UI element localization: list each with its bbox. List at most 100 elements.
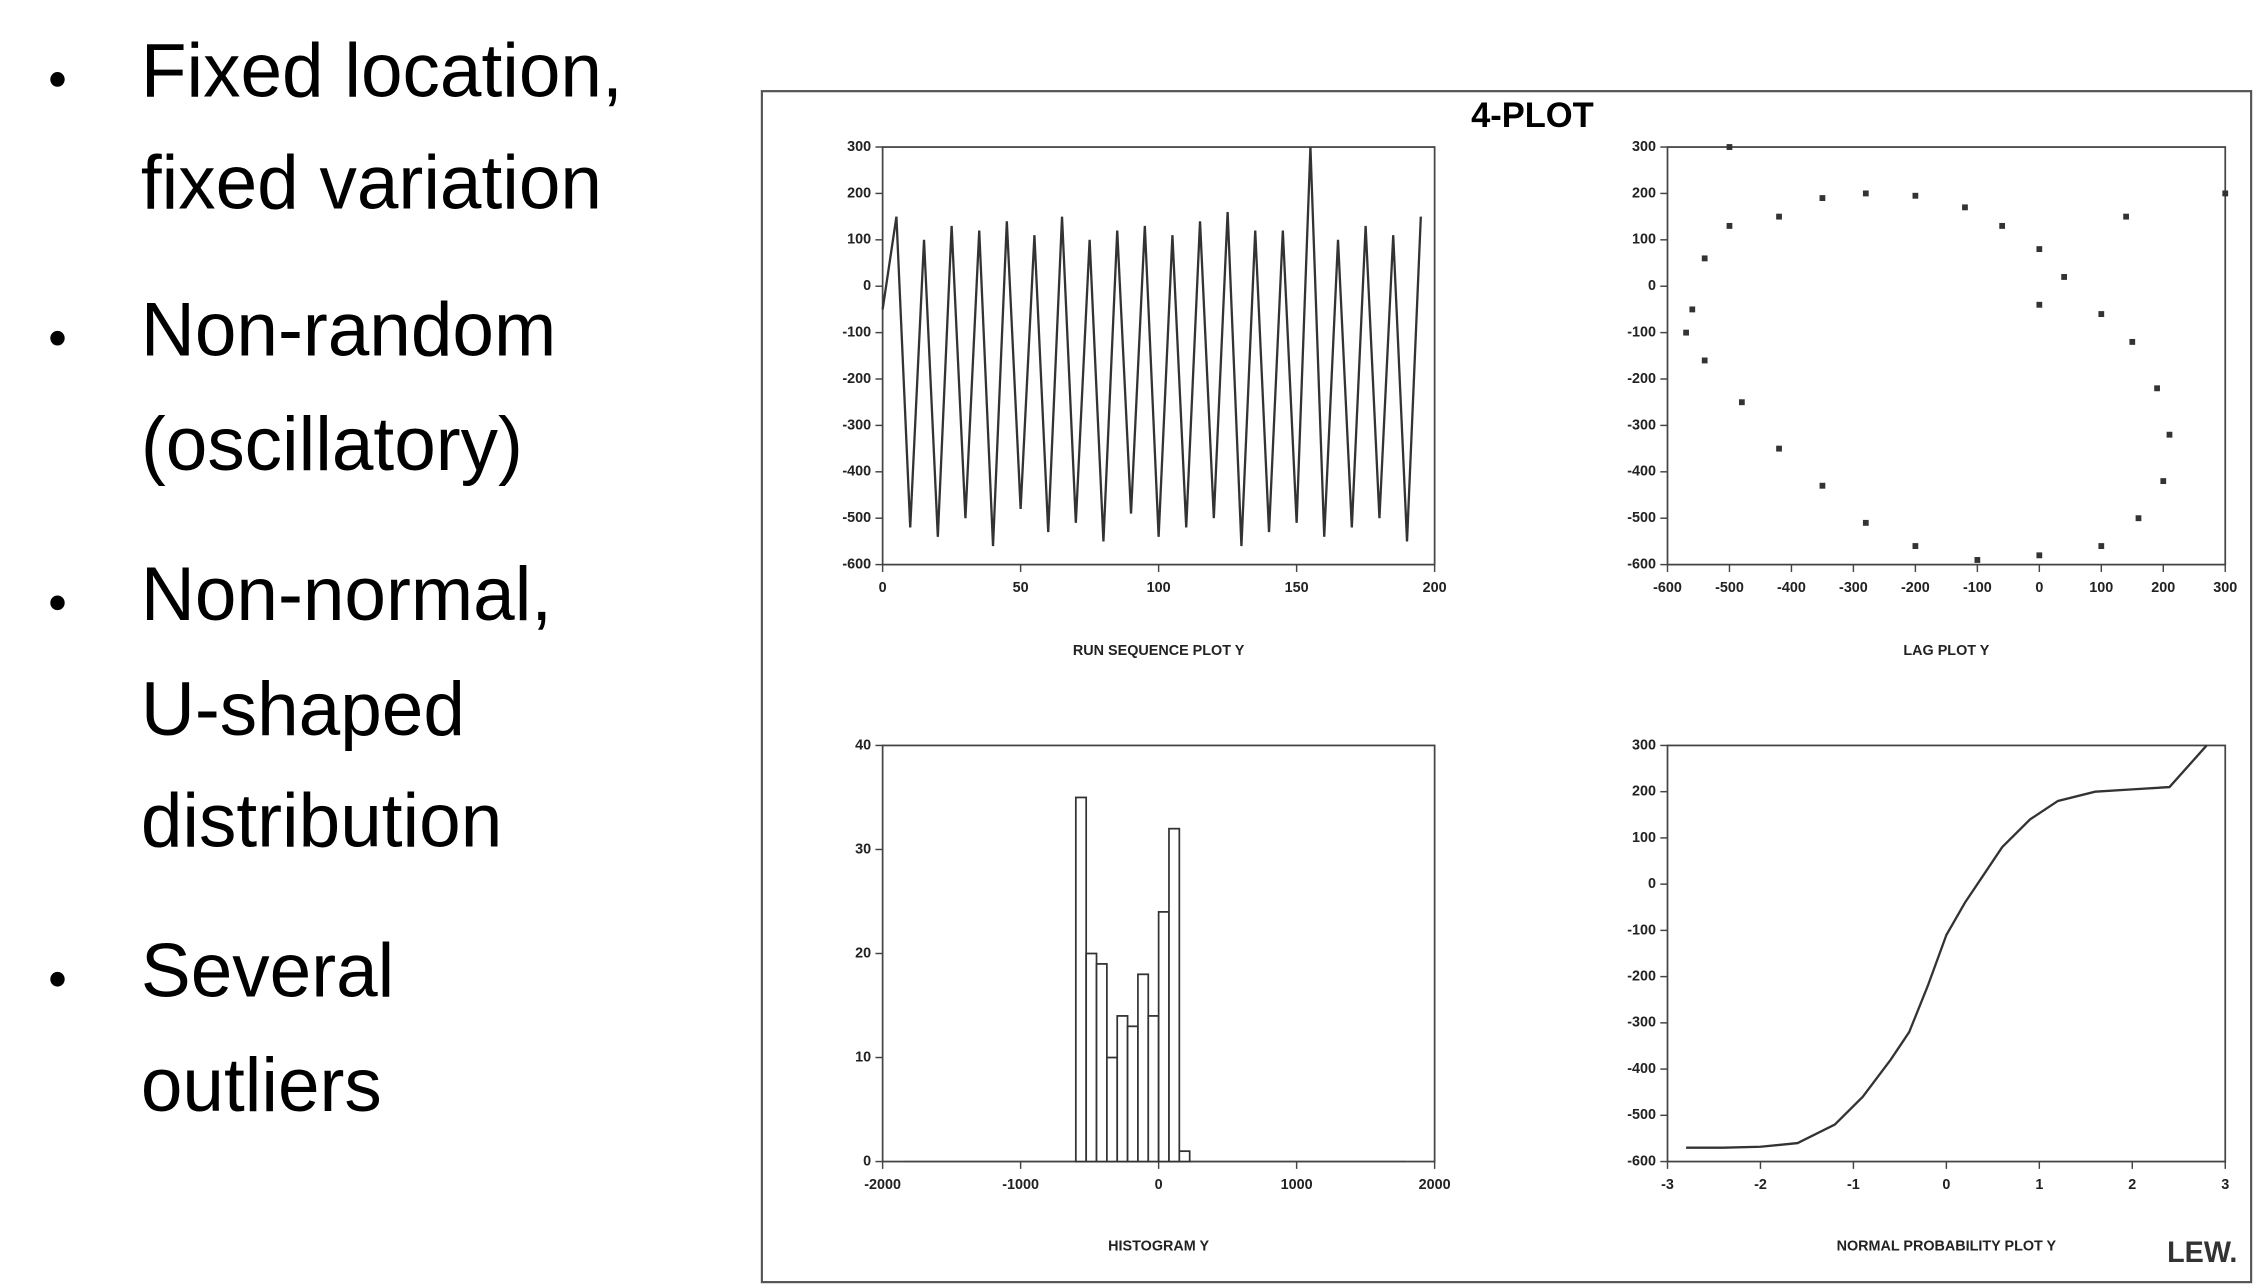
y-tick-label: 100 xyxy=(1632,830,1656,846)
x-tick-label: -1000 xyxy=(1002,1177,1039,1193)
scatter-point xyxy=(2036,552,2043,559)
x-tick-label: 0 xyxy=(1942,1177,1950,1193)
scatter-point xyxy=(2036,301,2043,308)
x-tick-label: 50 xyxy=(1013,580,1029,596)
bullet-text: Several xyxy=(141,929,394,1014)
histogram-bar xyxy=(1085,952,1098,1163)
scatter-point xyxy=(1962,204,1968,211)
bullet-text: outliers xyxy=(141,1043,382,1128)
histogram-bar xyxy=(1178,1150,1191,1163)
bullet-text: fixed variation xyxy=(141,141,602,226)
y-tick-label: 300 xyxy=(1632,139,1656,155)
histogram-bar xyxy=(1147,1015,1160,1163)
x-tick-label: 150 xyxy=(1285,580,1309,596)
histogram-bar xyxy=(1074,796,1088,1163)
bullet-text: distribution xyxy=(141,779,502,864)
scatter-point xyxy=(1776,445,1782,452)
x-tick-label: 200 xyxy=(2151,580,2175,596)
scatter-point xyxy=(1683,329,1689,336)
histogram-bar xyxy=(1157,911,1170,1163)
x-tick-label: -200 xyxy=(1901,580,1930,596)
histogram-bar xyxy=(1106,1056,1119,1163)
scatter-point xyxy=(1819,195,1826,202)
scatter-point xyxy=(1862,190,1869,197)
y-tick-label: 0 xyxy=(863,1153,871,1169)
y-tick-label: 20 xyxy=(855,945,871,961)
x-tick-label: -400 xyxy=(1777,580,1806,596)
x-tick-label: -2000 xyxy=(864,1177,901,1193)
scatter-point xyxy=(2222,190,2229,197)
scatter-point xyxy=(1726,222,1733,229)
y-tick-label: -300 xyxy=(1627,1015,1656,1031)
x-tick-label: 100 xyxy=(1147,580,1171,596)
y-tick-label: -400 xyxy=(842,464,871,480)
scatter-point xyxy=(1726,144,1733,150)
scatter-point xyxy=(2160,478,2167,485)
x-tick-label: -500 xyxy=(1715,580,1744,596)
x-tick-label: -3 xyxy=(1661,1177,1674,1193)
scatter-point xyxy=(2135,515,2142,522)
x-tick-label: 200 xyxy=(1423,580,1447,596)
histogram-bar xyxy=(1116,1015,1129,1163)
scatter-point xyxy=(1912,543,1919,549)
scatter-point xyxy=(2061,274,2067,280)
y-tick-label: 200 xyxy=(1632,185,1656,201)
x-tick-label: 100 xyxy=(2089,580,2113,596)
chart-frame xyxy=(760,90,2253,1284)
y-tick-label: -200 xyxy=(1627,968,1656,984)
x-tick-label: 0 xyxy=(1155,1177,1163,1193)
bullet-text: (oscillatory) xyxy=(141,402,523,487)
scatter-point xyxy=(1738,399,1745,406)
bullet-text: U-shaped xyxy=(141,667,465,752)
x-tick-label: 1 xyxy=(2035,1177,2043,1193)
y-tick-label: 0 xyxy=(863,278,871,294)
footer: LEW. xyxy=(2167,1237,2237,1269)
bullet-text: Non-normal, xyxy=(141,552,552,637)
y-tick-label: 200 xyxy=(847,185,871,201)
bullet-text: Non-random xyxy=(141,288,556,373)
y-tick-label: -500 xyxy=(1627,510,1656,526)
x-tick-label: -300 xyxy=(1839,580,1868,596)
y-tick-label: -600 xyxy=(1627,556,1656,572)
x-axis-label: HISTOGRAM Y xyxy=(1108,1239,1209,1255)
y-tick-label: 40 xyxy=(855,737,871,753)
y-tick-label: 300 xyxy=(1632,737,1656,753)
y-tick-label: -100 xyxy=(1627,324,1656,340)
x-axis-label: NORMAL PROBABILITY PLOT Y xyxy=(1837,1239,2057,1255)
chart-title: 4-PLOT xyxy=(1471,96,1594,135)
y-tick-label: 100 xyxy=(1632,232,1656,248)
y-tick-label: 200 xyxy=(1632,783,1656,799)
scatter-point xyxy=(2129,338,2136,345)
y-tick-label: -200 xyxy=(842,371,871,387)
bullet-dot xyxy=(50,330,65,346)
scatter-point xyxy=(1999,222,2006,229)
scatter-point xyxy=(1862,519,1869,526)
y-tick-label: -400 xyxy=(1627,464,1656,480)
y-tick-label: -500 xyxy=(842,510,871,526)
y-tick-label: 300 xyxy=(847,139,871,155)
scatter-point xyxy=(1701,255,1708,262)
x-tick-label: -2 xyxy=(1754,1177,1767,1193)
y-tick-label: -500 xyxy=(1627,1107,1656,1123)
bullet-dot xyxy=(50,971,65,987)
x-tick-label: -600 xyxy=(1653,580,1682,596)
plot-frame xyxy=(1666,146,2227,566)
data-line xyxy=(881,146,1422,547)
scatter-point xyxy=(1701,357,1708,364)
y-tick-label: 30 xyxy=(855,841,871,857)
x-tick-label: 1000 xyxy=(1281,1177,1313,1193)
scatter-point xyxy=(2166,431,2173,438)
bullet-dot xyxy=(50,72,65,87)
y-tick-label: -100 xyxy=(1627,922,1656,938)
histogram-bar xyxy=(1168,827,1181,1163)
y-tick-label: -400 xyxy=(1627,1061,1656,1077)
scatter-point xyxy=(2154,385,2160,392)
y-tick-label: -600 xyxy=(1627,1153,1656,1169)
scatter-point xyxy=(2036,246,2043,253)
scatter-point xyxy=(1689,306,1696,313)
y-tick-label: 100 xyxy=(847,232,871,248)
scatter-point xyxy=(1912,192,1919,199)
scatter-point xyxy=(2123,213,2129,220)
